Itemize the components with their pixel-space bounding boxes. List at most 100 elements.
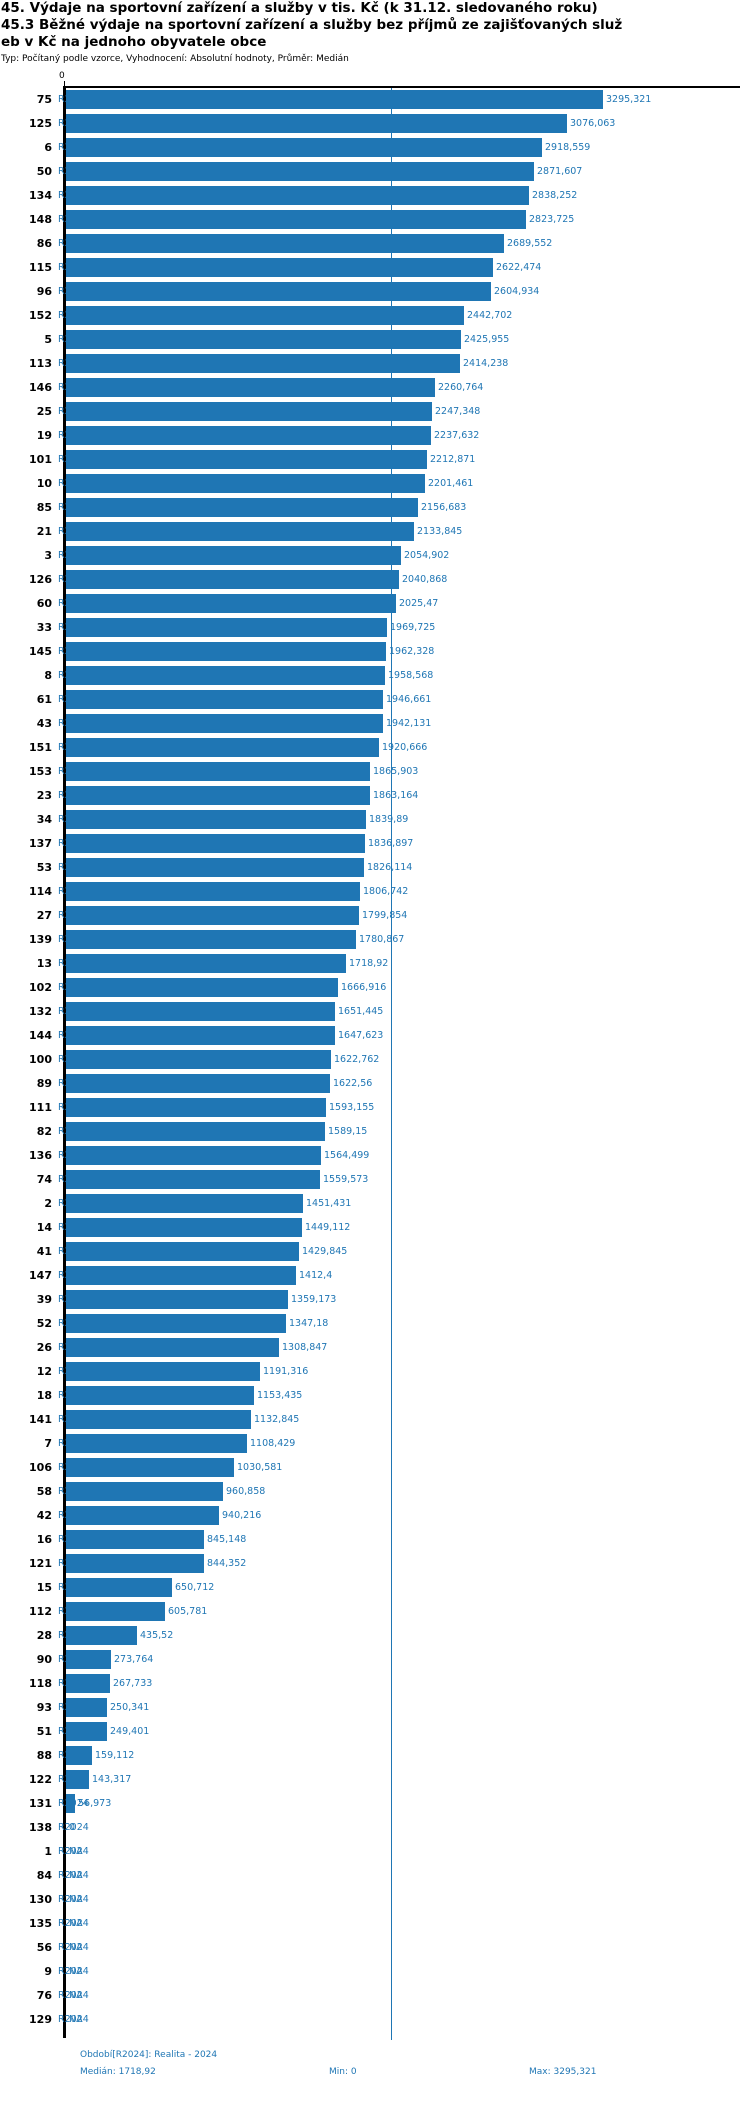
bar[interactable] xyxy=(66,1362,260,1381)
bar[interactable] xyxy=(66,354,460,373)
bar[interactable] xyxy=(66,138,542,157)
bar-row[interactable]: 135 R2024 NA xyxy=(0,1912,750,1936)
bar[interactable] xyxy=(66,1338,279,1357)
bar-row[interactable]: 88R2024159,112 xyxy=(0,1744,750,1768)
bar[interactable] xyxy=(66,1386,254,1405)
bar[interactable] xyxy=(66,882,360,901)
bar[interactable] xyxy=(66,546,401,565)
bar[interactable] xyxy=(66,1266,296,1285)
bar[interactable] xyxy=(66,1434,247,1453)
bar-row[interactable]: 53R20241826,114 xyxy=(0,856,750,880)
bar[interactable] xyxy=(66,1746,92,1765)
bar[interactable] xyxy=(66,450,427,469)
bar-row[interactable]: 14R20241449,112 xyxy=(0,1216,750,1240)
bar[interactable] xyxy=(66,714,383,733)
bar-row[interactable]: 153R20241865,903 xyxy=(0,760,750,784)
bar[interactable] xyxy=(66,1626,137,1645)
bar-row[interactable]: 7R20241108,429 xyxy=(0,1432,750,1456)
bar-row[interactable]: 52R20241347,18 xyxy=(0,1312,750,1336)
bar-row[interactable]: 60R20242025,47 xyxy=(0,592,750,616)
bar[interactable] xyxy=(66,858,364,877)
bar[interactable] xyxy=(66,930,356,949)
bar[interactable] xyxy=(66,666,385,685)
bar-row[interactable]: 61R20241946,661 xyxy=(0,688,750,712)
bar-row[interactable]: 3R20242054,902 xyxy=(0,544,750,568)
bar-row[interactable]: 12R20241191,316 xyxy=(0,1360,750,1384)
bar-row[interactable]: 26R20241308,847 xyxy=(0,1336,750,1360)
bar-row[interactable]: 101R20242212,871 xyxy=(0,448,750,472)
bar-row[interactable]: 136R20241564,499 xyxy=(0,1144,750,1168)
bar[interactable] xyxy=(66,1554,204,1573)
bar[interactable] xyxy=(66,1674,110,1693)
bar[interactable] xyxy=(66,498,418,517)
bar[interactable] xyxy=(66,690,383,709)
bar-row[interactable]: 118R2024267,733 xyxy=(0,1672,750,1696)
bar-row[interactable]: 144R20241647,623 xyxy=(0,1024,750,1048)
bar[interactable] xyxy=(66,1506,219,1525)
bar[interactable] xyxy=(66,1770,89,1789)
bar[interactable] xyxy=(66,1146,321,1165)
bar[interactable] xyxy=(66,522,414,541)
bar[interactable] xyxy=(66,282,491,301)
bar-row[interactable]: 90R2024273,764 xyxy=(0,1648,750,1672)
bar[interactable] xyxy=(66,978,338,997)
bar[interactable] xyxy=(66,1098,326,1117)
bar-row[interactable]: 19R20242237,632 xyxy=(0,424,750,448)
bar-row[interactable]: 148R20242823,725 xyxy=(0,208,750,232)
bar-row[interactable]: 100R20241622,762 xyxy=(0,1048,750,1072)
bar[interactable] xyxy=(66,1698,107,1717)
bar-row[interactable]: 82R20241589,15 xyxy=(0,1120,750,1144)
bar-row[interactable]: 84 R2024 NA xyxy=(0,1864,750,1888)
bar-row[interactable]: 23R20241863,164 xyxy=(0,784,750,808)
bar[interactable] xyxy=(66,114,567,133)
bar[interactable] xyxy=(66,258,493,277)
bar-row[interactable]: 121R2024844,352 xyxy=(0,1552,750,1576)
bar-row[interactable]: 43R20241942,131 xyxy=(0,712,750,736)
bar-row[interactable]: 76 R2024 NA xyxy=(0,1984,750,2008)
bar[interactable] xyxy=(66,1194,303,1213)
bar-row[interactable]: 41R20241429,845 xyxy=(0,1240,750,1264)
bar-row[interactable]: 106R20241030,581 xyxy=(0,1456,750,1480)
bar-row[interactable]: 34R20241839,89 xyxy=(0,808,750,832)
bar-row[interactable]: 114R20241806,742 xyxy=(0,880,750,904)
bar[interactable] xyxy=(66,1122,325,1141)
bar[interactable] xyxy=(66,594,396,613)
bar[interactable] xyxy=(66,1650,111,1669)
bar-row[interactable]: 21R20242133,845 xyxy=(0,520,750,544)
bar[interactable] xyxy=(66,186,529,205)
bar[interactable] xyxy=(66,90,603,109)
bar-row[interactable]: 33R20241969,725 xyxy=(0,616,750,640)
bar-row[interactable]: 134R20242838,252 xyxy=(0,184,750,208)
bar[interactable] xyxy=(66,1002,335,1021)
bar-row[interactable]: 28R2024435,52 xyxy=(0,1624,750,1648)
bar-row[interactable]: 51R2024249,401 xyxy=(0,1720,750,1744)
bar[interactable] xyxy=(66,954,346,973)
bar[interactable] xyxy=(66,1530,204,1549)
bar[interactable] xyxy=(66,162,534,181)
bar-row[interactable]: 8R20241958,568 xyxy=(0,664,750,688)
bar[interactable] xyxy=(66,1458,234,1477)
bar-row[interactable]: 132R20241651,445 xyxy=(0,1000,750,1024)
bar[interactable] xyxy=(66,378,435,397)
bar-row[interactable]: 10R20242201,461 xyxy=(0,472,750,496)
bar[interactable] xyxy=(66,738,379,757)
bar-row[interactable]: 113R20242414,238 xyxy=(0,352,750,376)
bar[interactable] xyxy=(66,1722,107,1741)
bar[interactable] xyxy=(66,1026,335,1045)
bar-row[interactable]: 75R20243295,321 xyxy=(0,88,750,112)
bar-row[interactable]: 145R20241962,328 xyxy=(0,640,750,664)
bar-row[interactable]: 129 R2024 NA xyxy=(0,2008,750,2032)
bar-row[interactable]: 111R20241593,155 xyxy=(0,1096,750,1120)
bar-row[interactable]: 89R20241622,56 xyxy=(0,1072,750,1096)
bar[interactable] xyxy=(66,1290,288,1309)
bar-row[interactable]: 13R20241718,92 xyxy=(0,952,750,976)
bar[interactable] xyxy=(66,1602,165,1621)
bar-row[interactable]: 146R20242260,764 xyxy=(0,376,750,400)
bar-row[interactable]: 25R20242247,348 xyxy=(0,400,750,424)
bar-row[interactable]: 16R2024845,148 xyxy=(0,1528,750,1552)
bar-row[interactable]: 6R20242918,559 xyxy=(0,136,750,160)
bar[interactable] xyxy=(66,474,425,493)
bar-row[interactable]: 112R2024605,781 xyxy=(0,1600,750,1624)
bar[interactable] xyxy=(66,1482,223,1501)
bar-row[interactable]: 2R20241451,431 xyxy=(0,1192,750,1216)
